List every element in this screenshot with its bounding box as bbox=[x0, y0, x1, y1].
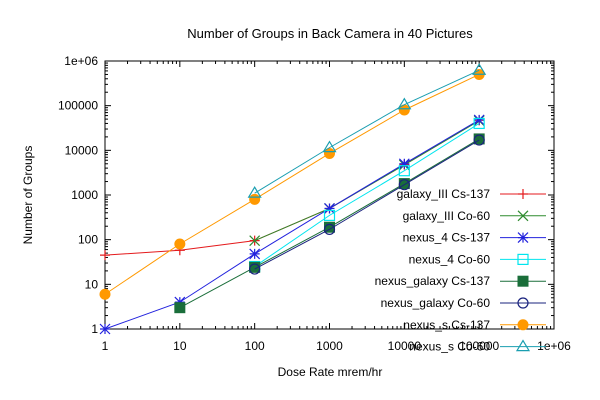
series-5 bbox=[249, 134, 485, 275]
data-point bbox=[472, 63, 487, 75]
x-axis-title: Dose Rate mrem/hr bbox=[278, 365, 383, 379]
legend-item: galaxy_III Co-60 bbox=[403, 209, 546, 223]
axis-ticks: 1 10 100 1000 10000 100000 1e+06 1 10 100 1000 1000… bbox=[58, 54, 571, 353]
y-tick-label: 100000 bbox=[58, 99, 98, 113]
y-tick-label: 100 bbox=[78, 233, 98, 247]
legend-label: galaxy_III Cs-137 bbox=[397, 187, 491, 201]
legend-marker bbox=[515, 339, 531, 352]
legend-item: nexus_galaxy Cs-137 bbox=[375, 274, 546, 288]
data-point bbox=[247, 185, 262, 198]
data-point bbox=[99, 288, 111, 300]
data-point bbox=[323, 223, 336, 235]
y-tick-label: 1 bbox=[91, 322, 98, 336]
y-tick-label: 1e+06 bbox=[64, 54, 98, 68]
x-tick-label: 1e+06 bbox=[537, 339, 571, 353]
data-point bbox=[323, 209, 336, 221]
x-tick-label: 10 bbox=[173, 339, 187, 353]
y-tick-label: 10000 bbox=[65, 143, 99, 157]
y-tick-label: 10 bbox=[85, 277, 99, 291]
series-7 bbox=[247, 63, 487, 198]
legend-item: galaxy_III Cs-137 bbox=[397, 187, 546, 201]
chart-title: Number of Groups in Back Camera in 40 Pi… bbox=[187, 26, 473, 41]
x-tick-label: 1000 bbox=[316, 339, 343, 353]
legend-marker bbox=[517, 319, 529, 331]
data-point bbox=[473, 134, 485, 146]
legend-marker bbox=[517, 232, 529, 244]
data-point bbox=[473, 117, 485, 130]
legend-marker bbox=[517, 253, 529, 265]
data-point bbox=[100, 250, 110, 261]
series-2 bbox=[99, 114, 485, 335]
data-point bbox=[249, 235, 261, 247]
data-point bbox=[249, 193, 261, 205]
data-point bbox=[397, 97, 412, 110]
legend: galaxy_III Cs-137 galaxy_III Co-60 nexus_4… bbox=[375, 187, 546, 354]
series-line bbox=[254, 139, 480, 270]
data-point bbox=[174, 296, 186, 308]
data-point bbox=[322, 140, 337, 153]
data-point bbox=[249, 263, 261, 275]
data-point bbox=[174, 238, 186, 250]
legend-label: galaxy_III Co-60 bbox=[403, 209, 491, 223]
legend-label: nexus_4 Cs-137 bbox=[403, 231, 491, 245]
legend-marker bbox=[517, 210, 529, 222]
series-line bbox=[104, 73, 480, 295]
series-line bbox=[254, 120, 480, 242]
legend-item: nexus_galaxy Co-60 bbox=[381, 296, 546, 310]
legend-item: nexus_4 Cs-137 bbox=[403, 231, 546, 245]
x-tick-label: 100 bbox=[245, 339, 265, 353]
data-point bbox=[324, 203, 335, 214]
legend-item: nexus_4 Co-60 bbox=[409, 252, 546, 266]
legend-label: nexus_s Co-60 bbox=[409, 340, 490, 354]
series-line bbox=[254, 123, 480, 267]
y-axis-title: Number of Groups bbox=[21, 146, 35, 245]
legend-label: nexus_4 Co-60 bbox=[409, 252, 491, 266]
legend-marker bbox=[518, 189, 528, 199]
data-point bbox=[398, 165, 410, 177]
x-tick-label: 100000 bbox=[459, 339, 499, 353]
legend-item: nexus_s Cs-137 bbox=[403, 318, 546, 332]
series-line bbox=[254, 69, 480, 194]
x-tick-label: 1 bbox=[102, 339, 109, 353]
data-point bbox=[398, 158, 410, 170]
legend-label: nexus_s Cs-137 bbox=[403, 318, 490, 332]
data-point bbox=[99, 323, 111, 335]
data-point bbox=[398, 179, 410, 191]
legend-label: nexus_galaxy Co-60 bbox=[381, 296, 491, 310]
y-tick-label: 1000 bbox=[71, 188, 98, 202]
series-6 bbox=[99, 68, 485, 300]
data-point bbox=[174, 302, 186, 314]
data-point bbox=[473, 114, 485, 126]
legend-marker bbox=[517, 275, 529, 287]
data-point bbox=[324, 147, 335, 159]
x-tick-label: 10000 bbox=[388, 339, 422, 353]
legend-item: nexus_s Co-60 bbox=[409, 339, 546, 354]
series-line bbox=[104, 119, 480, 330]
legend-marker bbox=[517, 297, 529, 309]
series-layer bbox=[99, 63, 487, 335]
data-point bbox=[249, 248, 261, 260]
legend-label: nexus_galaxy Cs-137 bbox=[375, 274, 491, 288]
